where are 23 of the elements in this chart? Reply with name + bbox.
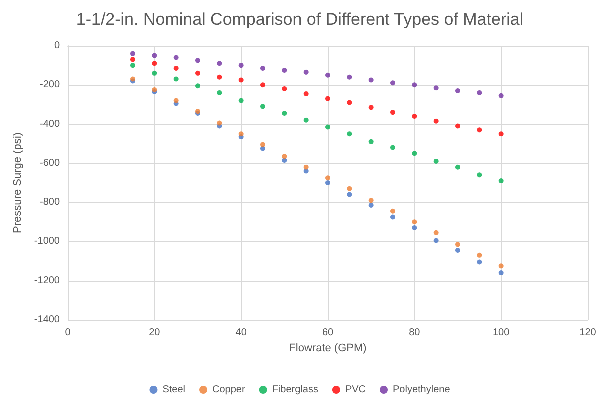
legend-label: PVC (345, 384, 366, 396)
x-tick-label: 0 (65, 328, 72, 338)
legend-label: Polyethylene (393, 384, 451, 396)
legend-label: Steel (162, 384, 186, 396)
x-tick-label: 80 (409, 328, 421, 338)
x-axis-title: Flowrate (GPM) (289, 342, 367, 354)
legend-label: Copper (212, 384, 246, 396)
y-tick-label: -1200 (34, 275, 60, 286)
y-tick-label: -600 (40, 158, 60, 169)
y-tick-label: -1400 (34, 314, 60, 326)
y-tick-label: -1000 (34, 236, 60, 248)
y-tick-label: -400 (40, 118, 60, 130)
y-tick-label: 0 (54, 40, 60, 52)
chart-title: 1-1/2-in. Nominal Comparison of Different Types of Material (76, 10, 524, 29)
y-axis-title: Pressure Surge (psi) (12, 132, 24, 234)
x-tick-label: 60 (322, 328, 334, 338)
x-tick-label: 20 (149, 328, 161, 338)
x-tick-label: 100 (492, 328, 510, 338)
x-tick-label: 120 (580, 328, 597, 338)
y-tick-label: -800 (40, 197, 60, 208)
legend-label: Fiberglass (272, 384, 318, 396)
y-tick-label: -200 (40, 80, 60, 91)
x-tick-label: 40 (236, 328, 248, 338)
